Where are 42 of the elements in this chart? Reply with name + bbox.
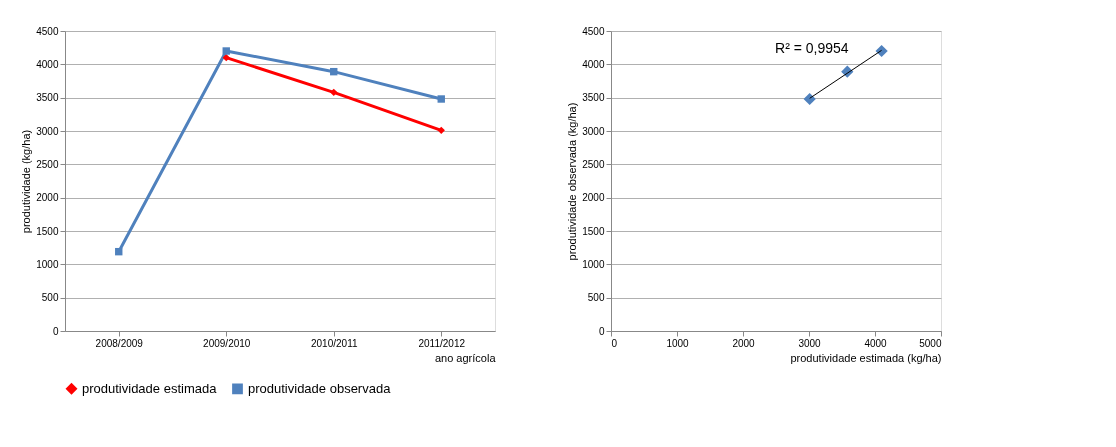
x-tick-label: 5000 — [919, 337, 942, 349]
y-tick-label: 4000 — [582, 58, 605, 70]
point — [437, 95, 445, 103]
y-tick-label: 500 — [41, 292, 59, 304]
x-tick-label: 1000 — [666, 337, 690, 349]
y-tick-label: 2500 — [582, 158, 605, 170]
y-axis-title: produtividade observada (kg/ha) — [566, 102, 579, 261]
x-axis-title: produtividade estimada (kg/ha) — [790, 351, 942, 364]
point — [222, 53, 230, 62]
y-tick-label: 1500 — [582, 225, 605, 237]
x-tick-label: 2008/2009 — [95, 337, 144, 349]
y-tick-label: 3500 — [582, 92, 605, 104]
y-axis-title: produtividade (kg/ha) — [20, 129, 33, 234]
point — [222, 47, 230, 55]
y-tick-label: 1000 — [36, 258, 59, 270]
y-tick-label: 2000 — [36, 192, 59, 204]
y-tick-label: 3000 — [582, 125, 605, 137]
x-tick-label: 2010/2011 — [310, 337, 358, 349]
y-tick-label: 1000 — [582, 258, 605, 270]
x-tick-label: 3000 — [798, 337, 822, 349]
y-tick-label: 2500 — [36, 158, 59, 170]
y-tick-label: 2000 — [582, 192, 605, 204]
y-tick-label: 4500 — [36, 25, 59, 37]
y-tick-label: 0 — [52, 325, 59, 337]
legend-label: produtividade estimada — [82, 380, 218, 396]
point — [437, 126, 445, 135]
y-tick-label: 4500 — [582, 25, 605, 37]
x-tick-label: 2009/2010 — [203, 337, 251, 349]
y-tick-label: 3500 — [36, 92, 59, 104]
x-axis-title: ano agrícola — [434, 351, 497, 364]
point — [330, 88, 338, 97]
legend-label: produtividade observada — [248, 380, 392, 396]
y-tick-label: 0 — [598, 325, 605, 337]
x-tick-label: 2011/2012 — [418, 337, 466, 349]
y-tick-label: 4000 — [36, 58, 59, 70]
x-tick-label: 4000 — [864, 337, 888, 349]
y-tick-label: 500 — [587, 292, 605, 304]
x-tick-label: 0 — [611, 337, 618, 349]
annotation: R² = 0,9954 — [775, 40, 849, 56]
y-tick-label: 3000 — [36, 125, 59, 137]
x-tick-label: 2000 — [732, 337, 756, 349]
y-tick-label: 1500 — [36, 225, 59, 237]
